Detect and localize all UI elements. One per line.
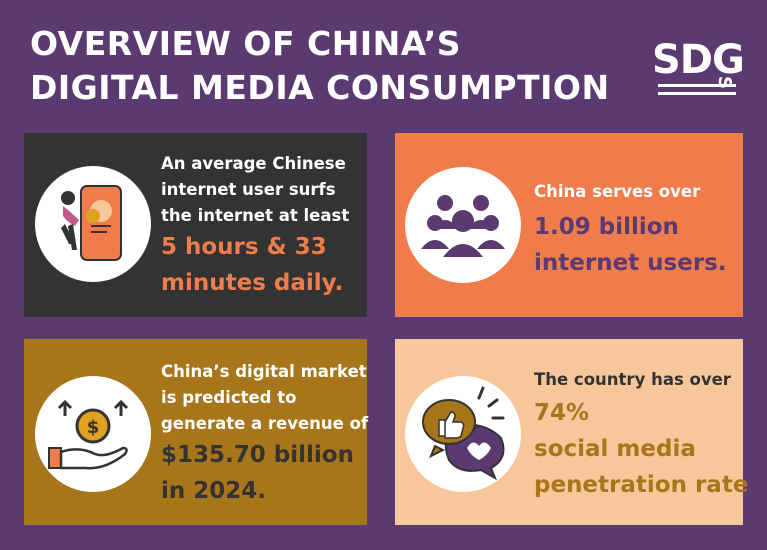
card-highlight-line: social media [534, 436, 696, 462]
icon-circle [405, 376, 521, 492]
card-internet-users: China serves over 1.09 billion internet … [395, 133, 743, 317]
card-text-line: the internet at least [161, 206, 350, 225]
card-text-line: is predicted to [161, 388, 297, 407]
sdg-logo: SDG S [652, 37, 745, 95]
icon-circle: $ [35, 376, 151, 492]
page-title: OVERVIEW OF CHINA’S DIGITAL MEDIA CONSUM… [30, 22, 610, 110]
card-digital-revenue: $ China’s digital market is predicted to… [24, 339, 369, 525]
card-text-line: The country has over [534, 370, 731, 389]
card-highlight-line: in 2024. [161, 478, 267, 504]
card-text-line: China serves over [534, 182, 701, 201]
title-line-2: DIGITAL MEDIA CONSUMPTION [30, 68, 610, 107]
icon-circle [405, 167, 521, 283]
card-text-line: An average Chinese [161, 154, 346, 173]
title-line-1: OVERVIEW OF CHINA’S [30, 24, 462, 63]
card-text-line: generate a revenue of [161, 414, 369, 433]
social-media-chat-icon [422, 386, 505, 481]
card-highlight-line: minutes daily. [161, 270, 344, 296]
logo-lines [658, 84, 736, 100]
card-text-line: internet user surfs [161, 180, 336, 199]
card-daily-usage: An average Chinese internet user surfs t… [24, 133, 367, 317]
card-highlight-line: $135.70 billion [161, 442, 354, 468]
icon-circle [35, 166, 151, 282]
card-highlight-line: 5 hours & 33 [161, 234, 327, 260]
card-highlight-line: penetration rate [534, 472, 749, 498]
card-highlight-line: internet users. [534, 250, 727, 276]
woman-with-phone-icon [61, 185, 122, 261]
card-highlight-line: 74% [534, 400, 590, 426]
money-growth-icon: $ [48, 399, 129, 470]
svg-text:$: $ [87, 417, 100, 438]
card-social-media: The country has over 74% social media pe… [395, 339, 748, 525]
users-group-icon [421, 195, 505, 257]
card-highlight-line: 1.09 billion [534, 214, 679, 240]
card-text-line: China’s digital market [161, 362, 367, 381]
logo-side-letter: S [714, 76, 735, 88]
logo-text: SDG [652, 37, 745, 83]
